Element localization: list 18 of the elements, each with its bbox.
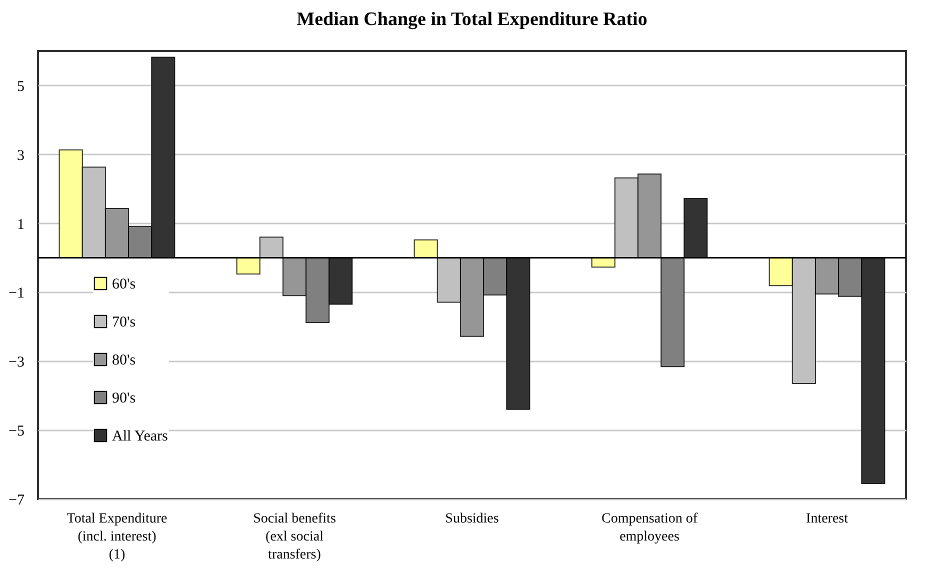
y-tick-label: −5 <box>8 424 24 440</box>
legend-label: All Years <box>112 428 168 444</box>
legend-label: 90's <box>112 390 136 406</box>
x-tick-label: Compensation of employees <box>601 512 698 544</box>
chart-title: Median Change in Total Expenditure Ratio <box>296 9 648 30</box>
y-tick-label: 5 <box>17 78 24 95</box>
y-tick-label: −1 <box>8 286 24 302</box>
x-tick-label: Total Expenditure (incl. interest) (1) <box>66 512 168 562</box>
x-tick-label: Subsidies <box>445 512 499 526</box>
x-tick-label: Social benefits (exl social transfers) <box>253 512 336 562</box>
y-tick-label: −3 <box>8 354 24 371</box>
x-tick-label: Interest <box>806 512 848 526</box>
y-tick-label: −7 <box>8 492 25 508</box>
legend-label: 70's <box>112 314 136 330</box>
y-tick-label: 1 <box>17 216 24 233</box>
legend-label: 60's <box>112 276 136 292</box>
y-tick-label: 3 <box>17 148 24 164</box>
legend-label: 80's <box>112 352 136 368</box>
